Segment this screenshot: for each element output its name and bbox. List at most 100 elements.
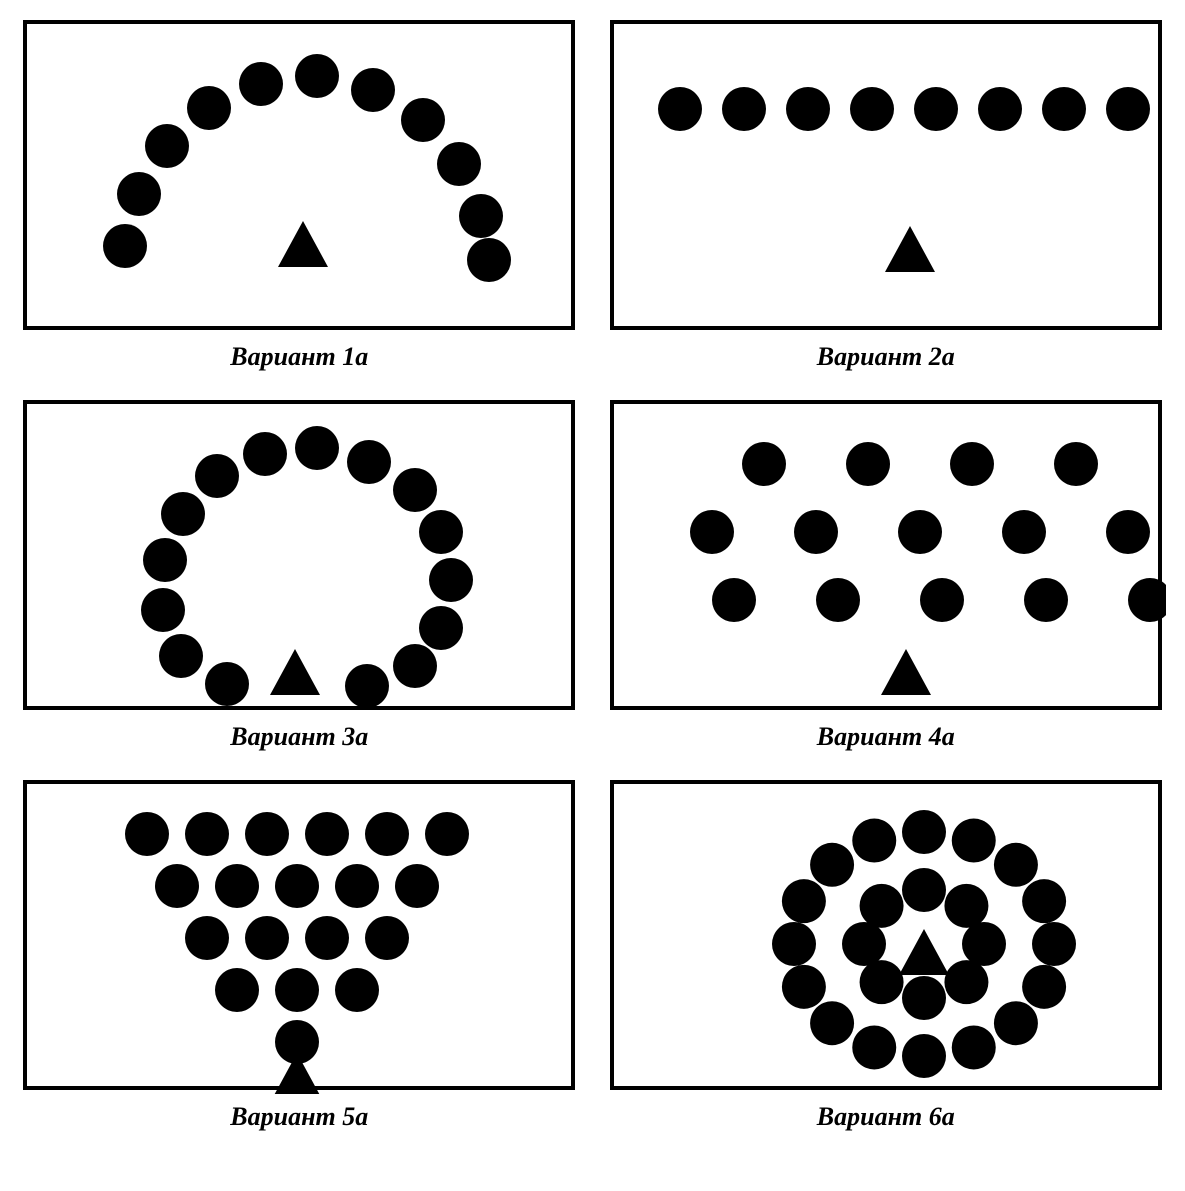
dot-icon <box>305 812 349 856</box>
dot-icon <box>215 968 259 1012</box>
dot-icon <box>850 87 894 131</box>
triangle-icon <box>881 649 931 695</box>
panel-svg-4a <box>614 404 1166 714</box>
panel-6a <box>610 780 1162 1090</box>
dot-icon <box>978 87 1022 131</box>
panel-svg-3a <box>27 404 579 714</box>
dot-icon <box>467 238 511 282</box>
dot-icon <box>195 454 239 498</box>
dot-icon <box>141 588 185 632</box>
dot-icon <box>994 1001 1038 1045</box>
dot-icon <box>772 922 816 966</box>
dot-icon <box>944 960 988 1004</box>
dot-icon <box>159 634 203 678</box>
triangle-icon <box>272 1053 322 1094</box>
dot-icon <box>295 426 339 470</box>
panel-caption-4a: Вариант 4а <box>817 722 955 752</box>
dot-icon <box>994 843 1038 887</box>
panel-caption-5a: Вариант 5а <box>230 1102 368 1132</box>
panel-cell-4a: Вариант 4а <box>607 400 1166 752</box>
dot-icon <box>690 510 734 554</box>
dot-icon <box>419 510 463 554</box>
dot-icon <box>1054 442 1098 486</box>
dot-icon <box>145 124 189 168</box>
dot-icon <box>944 884 988 928</box>
dot-icon <box>782 879 826 923</box>
dot-icon <box>951 819 995 863</box>
dot-icon <box>365 812 409 856</box>
dot-icon <box>335 864 379 908</box>
panel-cell-6a: Вариант 6а <box>607 780 1166 1132</box>
dot-icon <box>1024 578 1068 622</box>
dot-icon <box>185 812 229 856</box>
panel-caption-1a: Вариант 1а <box>230 342 368 372</box>
dot-icon <box>794 510 838 554</box>
panel-1a <box>23 20 575 330</box>
dot-icon <box>859 960 903 1004</box>
dot-icon <box>920 578 964 622</box>
dot-icon <box>962 922 1006 966</box>
dot-icon <box>155 864 199 908</box>
dot-icon <box>1022 879 1066 923</box>
panel-caption-6a: Вариант 6а <box>817 1102 955 1132</box>
dot-icon <box>852 1025 896 1069</box>
triangle-icon <box>899 929 949 975</box>
dot-icon <box>365 916 409 960</box>
dot-icon <box>335 968 379 1012</box>
dot-icon <box>117 172 161 216</box>
dot-icon <box>1128 578 1166 622</box>
dot-icon <box>902 810 946 854</box>
diagram-grid: Вариант 1а Вариант 2а Вариант 3а Вариант 4а… <box>20 20 1165 1132</box>
dot-icon <box>1106 87 1150 131</box>
panel-5a <box>23 780 575 1090</box>
dot-icon <box>185 916 229 960</box>
panel-caption-2a: Вариант 2а <box>817 342 955 372</box>
dot-icon <box>786 87 830 131</box>
dot-icon <box>722 87 766 131</box>
dot-icon <box>429 558 473 602</box>
panel-svg-6a <box>614 784 1166 1094</box>
dot-icon <box>842 922 886 966</box>
dot-icon <box>1002 510 1046 554</box>
dot-icon <box>187 86 231 130</box>
panel-svg-1a <box>27 24 579 334</box>
dot-icon <box>103 224 147 268</box>
panel-4a <box>610 400 1162 710</box>
dot-icon <box>1106 510 1150 554</box>
dot-icon <box>1042 87 1086 131</box>
panel-cell-5a: Вариант 5а <box>20 780 579 1132</box>
dot-icon <box>810 843 854 887</box>
triangle-icon <box>270 649 320 695</box>
dot-icon <box>459 194 503 238</box>
panel-caption-3a: Вариант 3а <box>230 722 368 752</box>
dot-icon <box>125 812 169 856</box>
dot-icon <box>782 965 826 1009</box>
dot-icon <box>401 98 445 142</box>
dot-icon <box>658 87 702 131</box>
dot-icon <box>295 54 339 98</box>
dot-icon <box>437 142 481 186</box>
dot-icon <box>393 644 437 688</box>
dot-icon <box>393 468 437 512</box>
dot-icon <box>275 864 319 908</box>
panel-3a <box>23 400 575 710</box>
dot-icon <box>347 440 391 484</box>
dot-icon <box>143 538 187 582</box>
dot-icon <box>1022 965 1066 1009</box>
dot-icon <box>305 916 349 960</box>
dot-icon <box>243 432 287 476</box>
panel-svg-5a <box>27 784 579 1094</box>
dot-icon <box>395 864 439 908</box>
panel-svg-2a <box>614 24 1166 334</box>
triangle-icon <box>278 221 328 267</box>
dot-icon <box>712 578 756 622</box>
dot-icon <box>245 916 289 960</box>
dot-icon <box>161 492 205 536</box>
panel-cell-1a: Вариант 1а <box>20 20 579 372</box>
dot-icon <box>846 442 890 486</box>
dot-icon <box>215 864 259 908</box>
dot-icon <box>859 884 903 928</box>
dot-icon <box>951 1025 995 1069</box>
dot-icon <box>239 62 283 106</box>
dot-icon <box>742 442 786 486</box>
